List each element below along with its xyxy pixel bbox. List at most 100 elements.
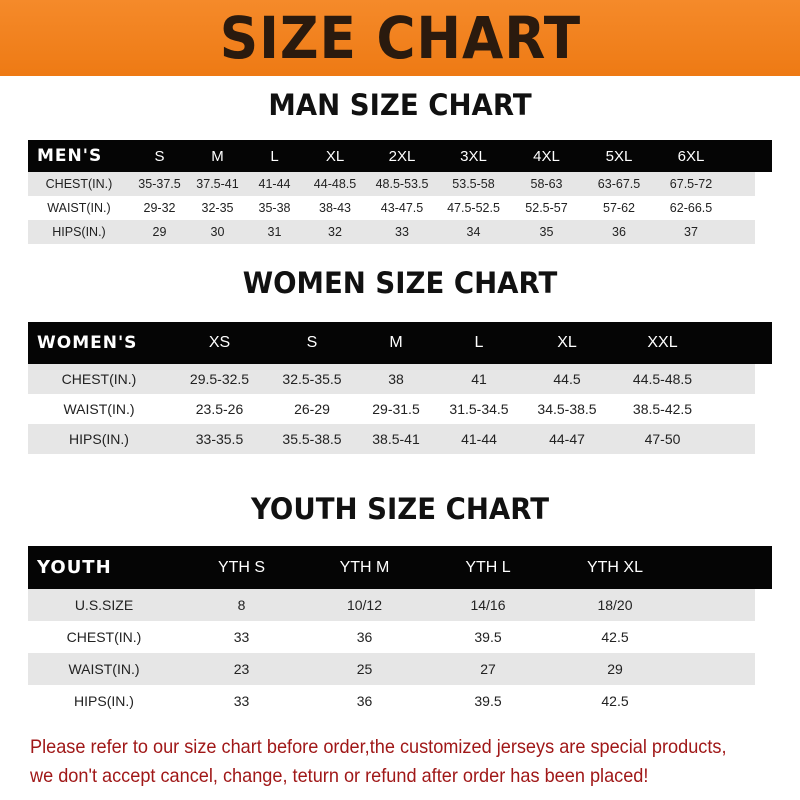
table-cell: XXL <box>647 334 678 351</box>
table-cell: L <box>474 334 484 351</box>
table-cell: YTH L <box>465 558 511 576</box>
header-row: MEN'S S M L XL 2XL 3XL 4XL 5XL 6XL <box>28 140 772 172</box>
table-cell: 29 <box>152 225 167 239</box>
table-cell: 32-35 <box>201 201 234 215</box>
table-cell: YTH XL <box>586 558 643 576</box>
table-cell: 35-38 <box>258 201 291 215</box>
table-cell: M <box>389 334 403 351</box>
table-cell: 2XL <box>388 147 416 165</box>
table-cell: 29.5-32.5 <box>189 371 250 387</box>
row-label: WAIST(IN.) <box>47 201 111 215</box>
header-row: YOUTH YTH S YTH M YTH L YTH XL <box>28 546 772 589</box>
table-cell: 39.5 <box>474 693 502 709</box>
table-cell: 23 <box>233 661 250 677</box>
table-cell: 33 <box>233 693 250 709</box>
banner: SIZE CHART <box>0 0 800 76</box>
table-cell: 33 <box>395 225 409 239</box>
table-cell: 5XL <box>605 147 633 165</box>
table-cell: 29 <box>607 661 623 677</box>
table-cell: 42.5 <box>601 693 629 709</box>
table-cell: XS <box>208 334 231 351</box>
table-cell: 30 <box>210 225 225 239</box>
women-size-table: WOMEN'S XS S M L XL XXL CHEST(IN.) 29.5-32.5 32.5… <box>28 322 772 454</box>
table-cell: 36 <box>612 225 626 239</box>
table-cell: 29-31.5 <box>372 401 420 417</box>
table-row: HIPS(IN.) 29 30 31 32 33 34 35 36 37 <box>28 220 755 244</box>
table-cell: 27 <box>480 661 496 677</box>
table-cell: 44-47 <box>549 431 585 447</box>
table-cell: S <box>154 147 165 165</box>
table-cell: 3XL <box>460 147 487 165</box>
table-cell: 38.5-42.5 <box>632 401 693 417</box>
table-cell: 47-50 <box>644 431 681 447</box>
table-cell: 14/16 <box>470 597 506 613</box>
row-label: CHEST(IN.) <box>61 371 137 387</box>
table-cell: 67.5-72 <box>669 177 713 191</box>
table-cell: 26-29 <box>294 401 330 417</box>
table-cell: 34 <box>466 225 481 239</box>
table-cell: 38.5-41 <box>372 431 420 447</box>
table-row: HIPS(IN.) 33-35.5 35.5-38.5 38.5-41 41-44 44-… <box>28 424 755 454</box>
row-label: WAIST(IN.) <box>63 401 135 417</box>
row-label: HIPS(IN.) <box>74 693 134 709</box>
table-cell: 41-44 <box>258 177 291 191</box>
table-cell: 18/20 <box>597 597 633 613</box>
table-cell: 31 <box>267 225 282 239</box>
table-cell: 10/12 <box>346 597 383 613</box>
row-label: WOMEN'S <box>37 333 138 353</box>
men-title: MAN SIZE CHART <box>268 88 532 122</box>
table-cell: 23.5-26 <box>195 401 244 417</box>
table-cell: 58-63 <box>530 177 563 191</box>
row-label: HIPS(IN.) <box>69 431 129 447</box>
table-row: WAIST(IN.) 23.5-26 26-29 29-31.5 31.5-34.5 34… <box>28 394 772 424</box>
row-label: YOUTH <box>37 557 112 578</box>
women-title: WOMEN SIZE CHART <box>242 266 558 300</box>
row-label: CHEST(IN.) <box>45 177 113 191</box>
row-label: U.S.SIZE <box>74 597 134 613</box>
table-cell: 33-35.5 <box>195 431 244 447</box>
table-row: HIPS(IN.) 33 36 39.5 42.5 <box>28 685 772 717</box>
table-cell: 57-62 <box>603 201 635 215</box>
row-label: HIPS(IN.) <box>52 225 106 239</box>
table-cell: 53.5-58 <box>452 177 495 191</box>
header-row: WOMEN'S XS S M L XL XXL <box>28 322 772 364</box>
table-cell: 42.5 <box>601 629 629 645</box>
table-cell: 44-48.5 <box>313 177 357 191</box>
table-cell: 62-66.5 <box>669 201 713 215</box>
table-cell: 37 <box>684 225 698 239</box>
table-cell: L <box>270 147 279 165</box>
table-row: WAIST(IN.) 23 25 27 29 <box>28 653 755 685</box>
page-title: SIZE CHART <box>219 4 581 72</box>
table-row: CHEST(IN.) 35-37.5 37.5-41 41-44 44-48.5 48.5… <box>28 172 755 196</box>
table-cell: 43-47.5 <box>380 201 424 215</box>
youth-title: YOUTH SIZE CHART <box>250 492 550 526</box>
table-cell: 32.5-35.5 <box>282 371 342 387</box>
men-size-table: MEN'S S M L XL 2XL 3XL 4XL 5XL 6XL CHEST(IN.) 35-37… <box>28 140 772 244</box>
table-cell: 63-67.5 <box>597 177 641 191</box>
table-cell: 29-32 <box>143 201 176 215</box>
row-label: WAIST(IN.) <box>68 661 140 677</box>
table-cell: 38-43 <box>319 201 351 215</box>
table-cell: 38 <box>388 371 404 387</box>
table-cell: 41-44 <box>461 431 497 447</box>
table-cell: 47.5-52.5 <box>447 201 500 215</box>
table-row: CHEST(IN.) 33 36 39.5 42.5 <box>28 621 772 653</box>
table-cell: 35-37.5 <box>138 177 181 191</box>
table-cell: 6XL <box>677 147 705 165</box>
table-cell: 36 <box>356 629 373 645</box>
table-row: CHEST(IN.) 29.5-32.5 32.5-35.5 38 41 44.5 44.5… <box>28 364 755 394</box>
table-cell: 31.5-34.5 <box>449 401 509 417</box>
youth-size-table: YOUTH YTH S YTH M YTH L YTH XL U.S.SIZE 8 10/12… <box>28 546 772 717</box>
table-cell: 8 <box>237 597 246 613</box>
row-label: CHEST(IN.) <box>66 629 142 645</box>
notice-line: Please refer to our size chart before or… <box>30 736 727 758</box>
table-cell: 35 <box>539 225 554 239</box>
table-cell: 48.5-53.5 <box>375 177 429 191</box>
table-cell: 33 <box>233 629 250 645</box>
table-cell: 41 <box>471 371 487 387</box>
table-cell: 36 <box>356 693 373 709</box>
row-label: MEN'S <box>37 146 103 166</box>
table-cell: YTH M <box>339 558 390 576</box>
table-row: U.S.SIZE 8 10/12 14/16 18/20 <box>28 589 755 621</box>
table-cell: 44.5 <box>553 371 581 387</box>
